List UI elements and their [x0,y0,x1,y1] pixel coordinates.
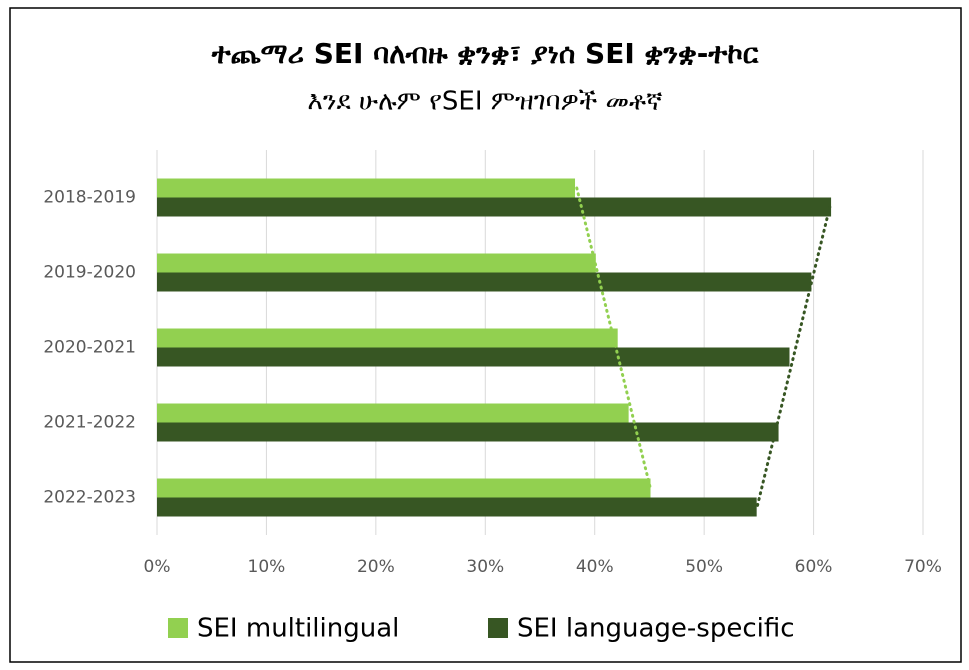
y-tick-label: 2018-2019 [43,188,136,208]
bar [157,253,596,273]
bar [157,272,812,292]
chart-subtitle: እንደ ሁሉም የSEI ምዝገባዎች መቶኛ [307,87,663,117]
x-tick-label: 40% [576,557,614,577]
chart-title: ተጨማሪ SEI ባለብዙ ቋንቋ፣ ያነሰ SEI ቋንቋ-ተኮር [211,37,759,70]
bar [157,403,629,423]
bar [157,422,779,442]
legend-swatch [168,618,188,638]
trendline [755,205,832,509]
legend-label: SEI language-specific [517,614,795,644]
bar [157,497,757,517]
y-tick-label: 2022-2023 [43,488,136,508]
x-tick-label: 10% [248,557,286,577]
bar [157,178,576,198]
y-tick-label: 2020-2021 [43,338,136,358]
legend-swatch [488,618,508,638]
x-tick-label: 50% [685,557,723,577]
bar [157,197,832,217]
x-tick-label: 60% [795,557,833,577]
y-tick-label: 2019-2020 [43,263,136,283]
x-tick-label: 20% [357,557,395,577]
trendline [575,186,652,490]
x-tick-label: 30% [466,557,504,577]
legend-label: SEI multilingual [197,614,399,644]
x-tick-label: 70% [904,557,942,577]
x-tick-label: 0% [144,557,171,577]
y-tick-label: 2021-2022 [43,413,136,433]
bar [157,347,790,367]
bar [157,328,618,348]
bar [157,478,651,498]
